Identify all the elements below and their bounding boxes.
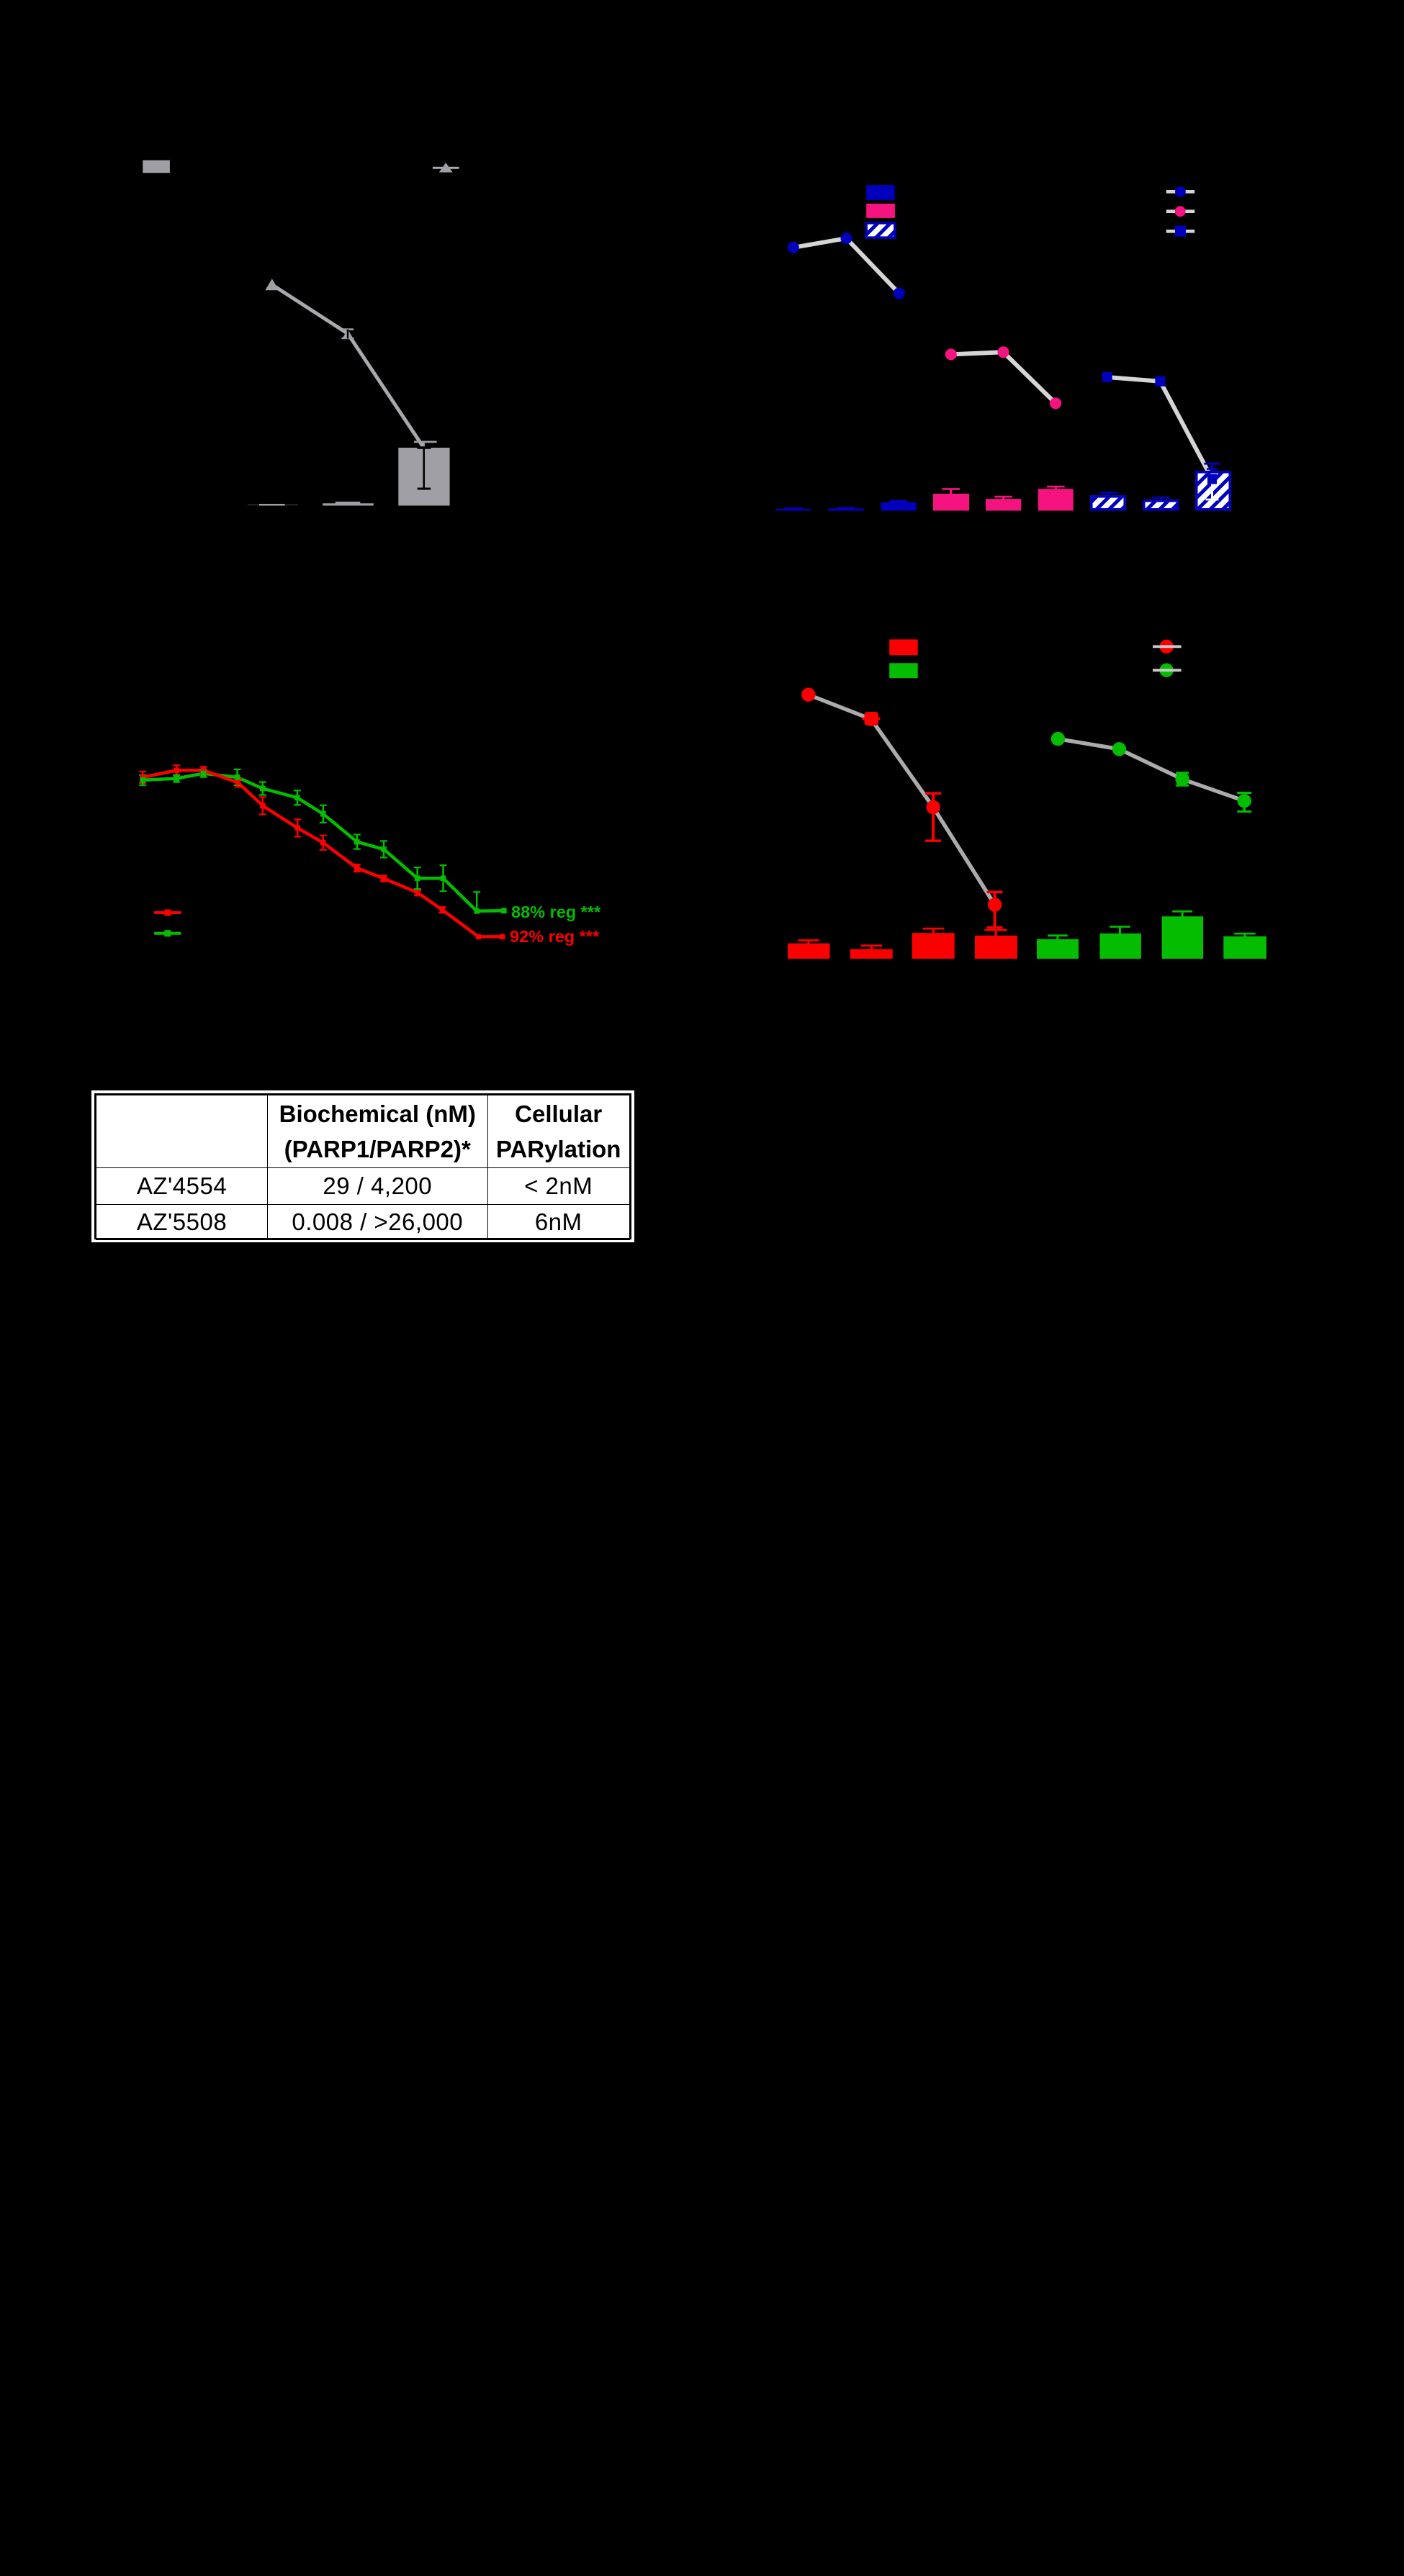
svg-text:92% reg ***: 92% reg *** — [510, 927, 600, 946]
svg-text:88% reg ***: 88% reg *** — [511, 903, 601, 921]
